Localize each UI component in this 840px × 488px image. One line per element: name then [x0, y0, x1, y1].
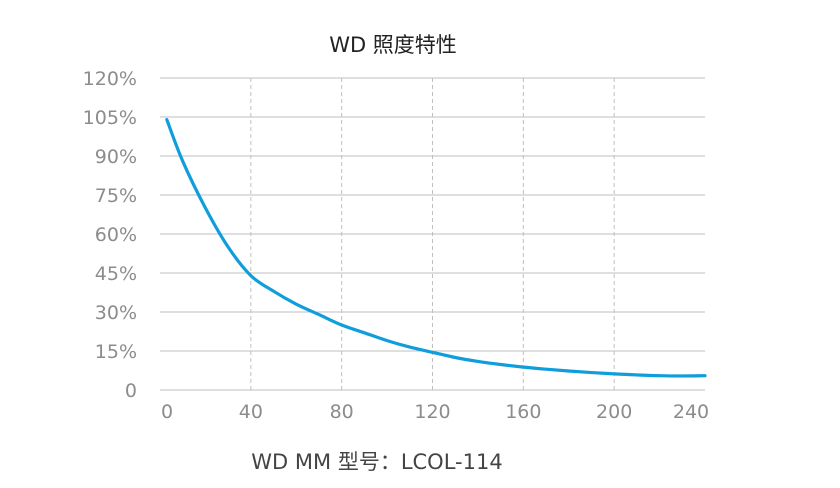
y-tick-label: 90%	[95, 146, 137, 168]
chart-title: WD 照度特性	[329, 33, 457, 57]
x-axis-caption: WD MM 型号：LCOL-114	[251, 450, 502, 474]
x-tick-label: 200	[596, 401, 632, 423]
x-tick-label: 240	[673, 401, 709, 423]
y-tick-label: 15%	[95, 341, 137, 363]
series-layer	[165, 118, 707, 378]
x-tick-label: 160	[505, 401, 541, 423]
y-tick-label: 60%	[95, 224, 137, 246]
y-tick-label: 0	[125, 380, 137, 402]
x-axis-ticks: 0 40 80 120 160 200 240	[161, 401, 709, 423]
y-tick-label: 45%	[95, 263, 137, 285]
series-line	[165, 118, 707, 378]
x-tick-label: 0	[161, 401, 173, 423]
y-axis-ticks: 0 15% 30% 45% 60% 75% 90% 105% 120%	[83, 68, 137, 402]
grid	[160, 77, 705, 391]
x-tick-label: 120	[414, 401, 450, 423]
y-tick-label: 30%	[95, 302, 137, 324]
y-tick-label: 75%	[95, 185, 137, 207]
x-tick-label: 40	[239, 401, 263, 423]
x-tick-label: 80	[330, 401, 354, 423]
y-tick-label: 105%	[83, 107, 137, 129]
y-tick-label: 120%	[83, 68, 137, 90]
